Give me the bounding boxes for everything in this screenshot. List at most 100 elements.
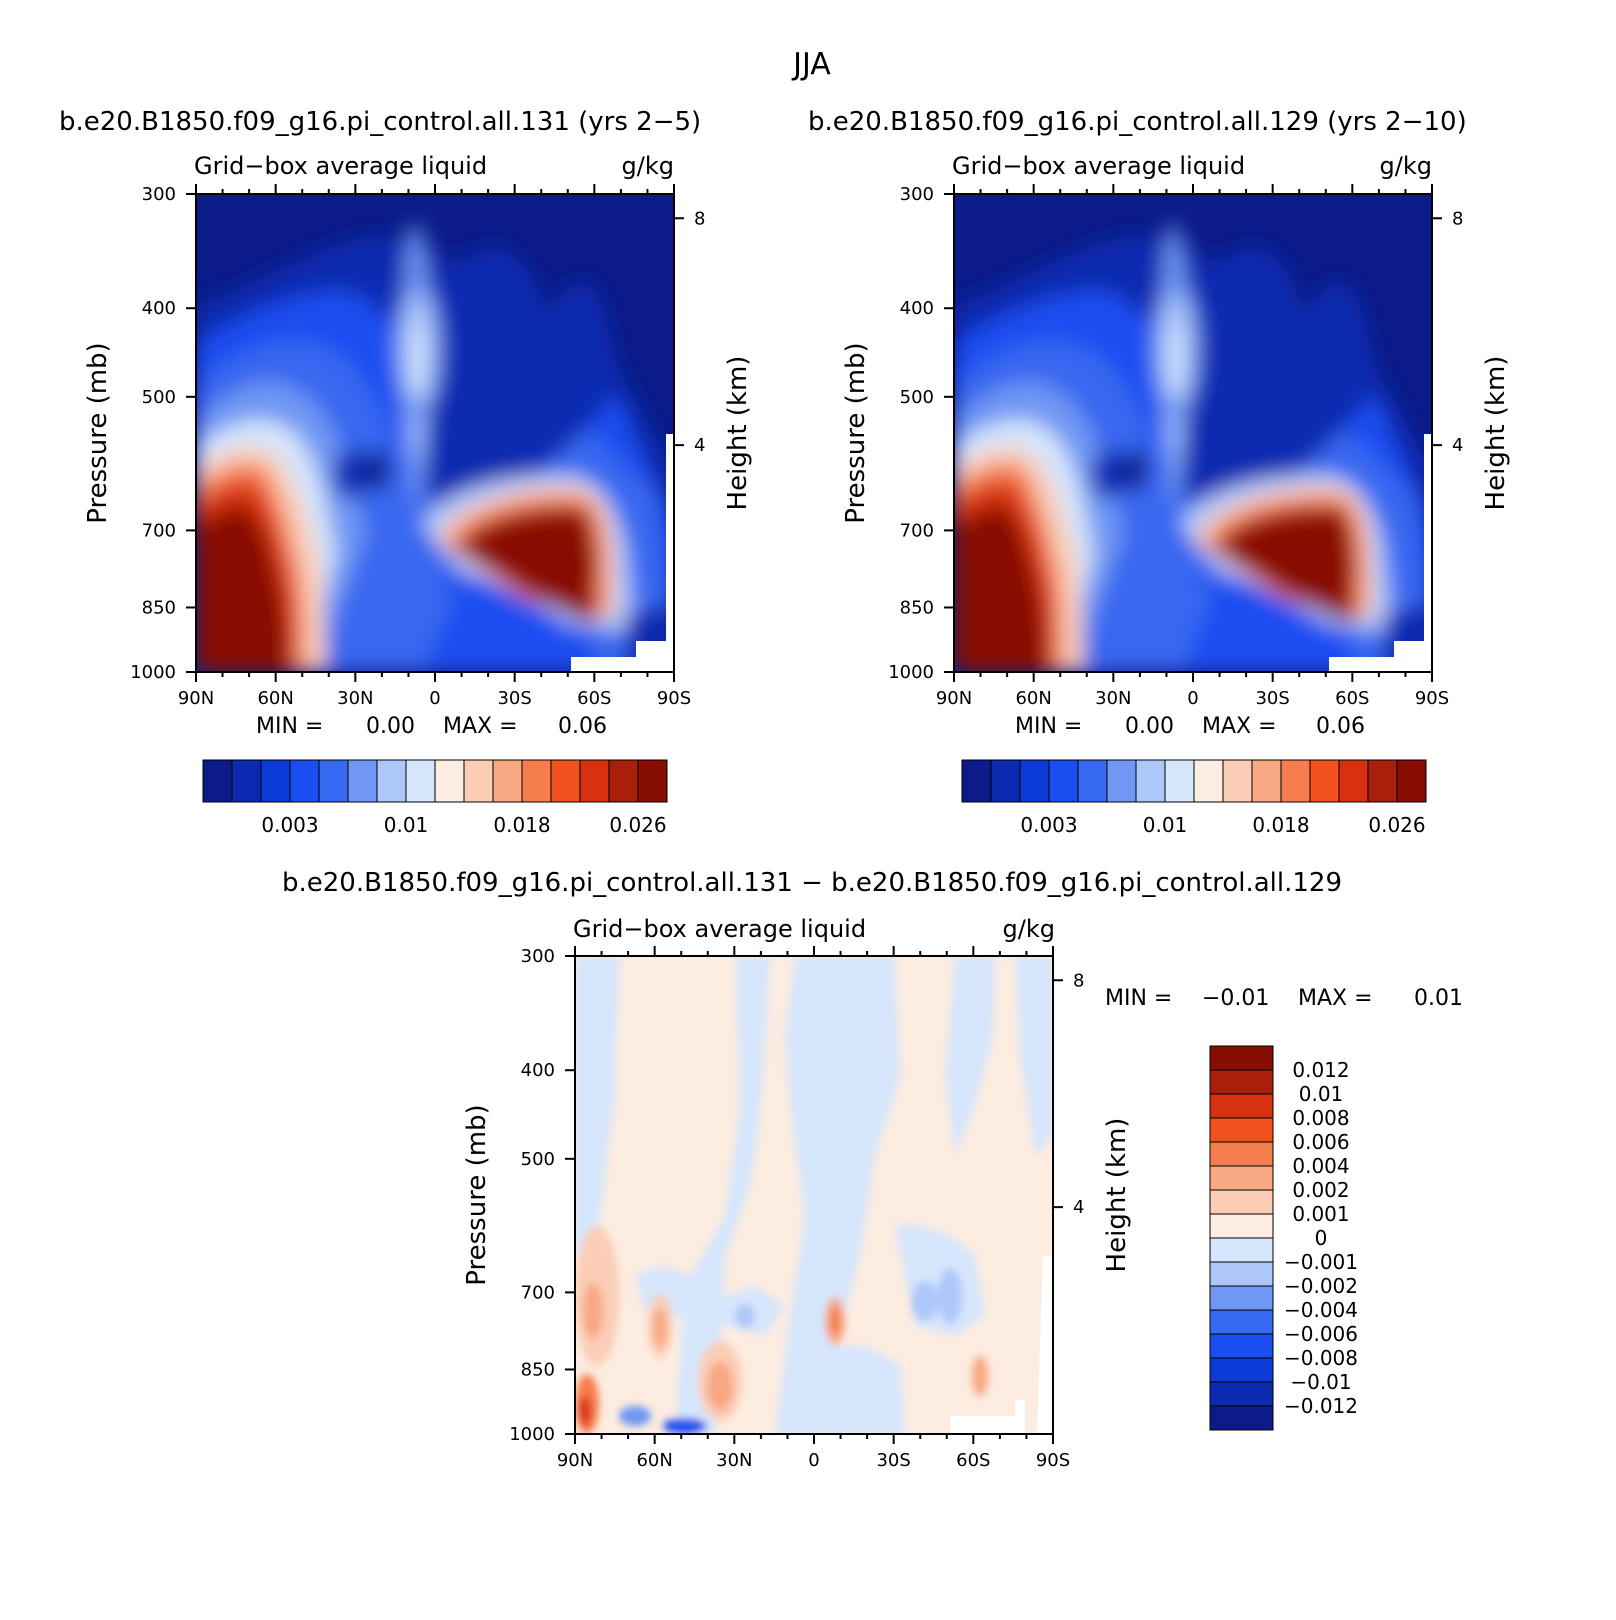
right-colorbar-swatch-12 [1309,759,1340,803]
diff-ytick-label-700: 700 [521,1282,555,1303]
diff-colorbar-label-2: 0.008 [1292,1106,1349,1130]
left-ytick-label-400: 400 [142,298,176,319]
left-xtick-label-60S: 60S [577,688,611,709]
right-panel-header: Grid−box average liquid [952,152,1245,180]
left-colorbar-swatch-6 [376,759,407,803]
right-panel-units: g/kg [1380,152,1432,180]
left-colorbar-label-0: 0.003 [261,813,318,837]
diff-ytick-label-850: 850 [521,1359,555,1380]
diff-ytick-label-500: 500 [521,1149,555,1170]
diff-colorbar-label-3: 0.006 [1292,1130,1349,1154]
right-y2tick-label-8: 8 [1452,208,1463,229]
left-xtick-label-30S: 30S [497,688,531,709]
diff-axes: 300 400 500 700 850 1000 8 4 90N 60N 30N 0 30S 60S 90S [509,946,1084,1471]
diff-max-value: 0.01 [1414,986,1463,1011]
right-colorbar-swatch-5 [1106,759,1137,803]
right-xtick-label-90S: 90S [1415,688,1449,709]
right-colorbar-swatch-8 [1193,759,1224,803]
right-colorbar-label-3: 0.026 [1368,813,1425,837]
right-y2tick-label-4: 4 [1452,435,1463,456]
right-colorbar-swatch-14 [1367,759,1398,803]
left-colorbar-swatch-12 [550,759,581,803]
diff-colorbar-swatch-10 [1209,1285,1274,1311]
left-panel-units: g/kg [622,152,674,180]
diff-colorbar-label-10: −0.004 [1284,1298,1358,1322]
left-min-value: 0.00 [366,714,415,739]
right-ytick-label-700: 700 [900,520,934,541]
left-xtick-label-90S: 90S [657,688,691,709]
diff-y2tick-label-8: 8 [1073,970,1084,991]
right-xtick-label-0: 0 [1187,688,1198,709]
left-colorbar-swatch-15 [637,759,668,803]
diff-run-title: b.e20.B1850.f09_g16.pi_control.all.131 −… [282,868,1342,898]
left-ytick-label-1000: 1000 [130,662,176,683]
left-colorbar-swatch-10 [492,759,523,803]
right-colorbar-swatch-13 [1338,759,1369,803]
left-max-label: MAX = [443,714,518,739]
right-ytick-label-400: 400 [900,298,934,319]
diff-colorbar-label-0: 0.012 [1292,1058,1349,1082]
right-colorbar-swatch-0 [961,759,992,803]
left-colorbar-swatch-9 [463,759,494,803]
diff-heatmap [575,956,1053,1434]
left-run-title: b.e20.B1850.f09_g16.pi_control.all.131 (… [59,107,701,137]
left-ytick-label-700: 700 [142,520,176,541]
diff-colorbar: 0.0120.010.0080.0060.0040.0020.0010−0.00… [1209,1045,1358,1431]
right-ytick-label-850: 850 [900,597,934,618]
right-colorbar-swatch-6 [1135,759,1166,803]
left-ylabel-right: Height (km) [723,356,753,511]
diff-colorbar-label-14: −0.012 [1284,1394,1358,1418]
right-max-value: 0.06 [1316,714,1365,739]
right-colorbar-swatch-4 [1077,759,1108,803]
left-colorbar-swatch-5 [347,759,378,803]
diff-panel: Grid−box average liquid g/kg 30040050070… [462,915,1463,1471]
left-xtick-label-0: 0 [429,688,440,709]
right-min-label: MIN = [1015,714,1082,739]
left-ylabel: Pressure (mb) [83,342,113,523]
right-ylabel-right: Height (km) [1481,356,1511,511]
left-ytick-label-850: 850 [142,597,176,618]
diff-colorbar-swatch-9 [1209,1261,1274,1287]
diff-colorbar-swatch-3 [1209,1117,1274,1143]
right-run-title: b.e20.B1850.f09_g16.pi_control.all.129 (… [808,107,1467,137]
right-xtick-label-60S: 60S [1335,688,1369,709]
diff-colorbar-label-11: −0.006 [1284,1322,1358,1346]
left-colorbar-swatch-8 [434,759,465,803]
diff-colorbar-swatch-8 [1209,1237,1274,1263]
right-xtick-label-30N: 30N [1095,688,1131,709]
diff-min-value: −0.01 [1202,986,1269,1011]
left-colorbar-swatch-4 [318,759,349,803]
diff-xtick-label-30S: 30S [876,1450,910,1471]
left-panel: Grid−box average liquid g/kg 300 400 500 70… [83,152,753,837]
left-ytick-label-300: 300 [142,184,176,205]
right-xtick-label-60N: 60N [1015,688,1051,709]
diff-colorbar-label-7: 0 [1315,1226,1328,1250]
diff-colorbar-swatch-12 [1209,1333,1274,1359]
right-colorbar-swatch-11 [1280,759,1311,803]
diff-max-label: MAX = [1298,986,1373,1011]
right-ytick-label-500: 500 [900,387,934,408]
right-xtick-label-90N: 90N [936,688,972,709]
left-xtick-label-60N: 60N [257,688,293,709]
left-min-label: MIN = [256,714,323,739]
diff-y2tick-label-4: 4 [1073,1197,1084,1218]
right-axes: 300 400 500 700 850 1000 8 4 90N 60N 30N 0 30S 60S 90S [888,184,1463,709]
right-colorbar-label-0: 0.003 [1020,813,1077,837]
diff-colorbar-label-8: −0.001 [1284,1250,1358,1274]
diff-ytick-label-300: 300 [521,946,555,967]
diff-xtick-label-30N: 30N [716,1450,752,1471]
right-colorbar-swatch-15 [1396,759,1427,803]
diff-xtick-label-60N: 60N [636,1450,672,1471]
left-xtick-label-30N: 30N [337,688,373,709]
left-colorbar-swatch-3 [289,759,320,803]
right-colorbar-swatch-7 [1164,759,1195,803]
diff-colorbar-label-9: −0.002 [1284,1274,1358,1298]
left-heatmap [196,194,674,672]
right-colorbar-label-2: 0.018 [1252,813,1309,837]
left-colorbar: 0.003 0.01 0.018 0.026 [202,759,668,837]
right-heatmap [954,194,1432,672]
right-colorbar-swatch-10 [1251,759,1282,803]
diff-ylabel: Pressure (mb) [462,1104,492,1285]
diff-colorbar-label-12: −0.008 [1284,1346,1358,1370]
